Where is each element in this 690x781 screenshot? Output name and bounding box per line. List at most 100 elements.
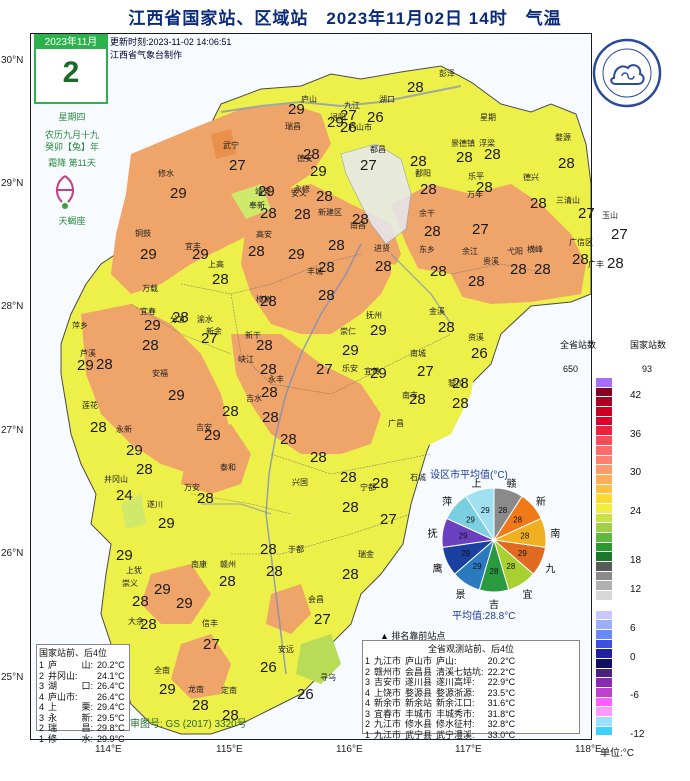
pie-mean: 平均值:28.8°C <box>452 611 516 622</box>
all-rank-cell: 新余市 <box>374 698 402 708</box>
all-rank-cell: 3 <box>365 677 371 687</box>
all-rank-cell: 上饶市 <box>374 687 402 698</box>
review-number: 审图号: GS (2017) 3320号 <box>130 719 247 730</box>
all-rank-cell: 新余江口: <box>436 698 475 708</box>
all-rank-cell: 遂川县 <box>405 677 433 687</box>
legend-color-cell <box>596 581 612 592</box>
national-rank-row: 1 修 水: 29.9°C <box>37 734 127 745</box>
legend-color-cell <box>596 426 612 437</box>
legend-color-cell <box>596 688 612 698</box>
national-rank-cell: 上 <box>48 702 58 712</box>
station-temperature: 29 <box>176 595 193 612</box>
legend-tick: -6 <box>630 690 639 702</box>
all-rank-row: 4 新余市 新余站 新余江口: 31.6°C <box>363 698 517 709</box>
all-rank-cell: 2 <box>365 719 371 729</box>
national-rank-cell: 2 <box>39 723 45 733</box>
county-label: 万安 <box>184 483 200 492</box>
national-rank-cell: 永 <box>48 712 58 723</box>
national-rank-cell <box>80 692 96 703</box>
station-temperature: 28 <box>294 206 311 223</box>
all-rank-box: 全省观测站前、后4位 1 九江市 庐山市 庐山: 20.2°C 2 赣州市 会昌县 清溪七姑坑:… <box>362 640 580 740</box>
all-rank-cell: 赣州市 <box>374 666 402 677</box>
station-temperature: 28 <box>256 337 273 354</box>
pie-value: 29 <box>461 549 470 558</box>
county-label: 大余 <box>128 617 144 626</box>
county-label: 井冈山 <box>104 475 128 484</box>
national-rank-cell: 29.8°C <box>97 723 125 733</box>
legend-color-cell <box>596 378 612 388</box>
all-rank-cell: 1 <box>365 656 371 666</box>
county-label: 彭泽 <box>439 69 455 78</box>
legend-color-cell <box>596 407 612 417</box>
legend-color-cell <box>596 503 612 514</box>
county-label: 新余 <box>206 327 222 336</box>
county-label: 永丰 <box>268 375 284 384</box>
pie-city-label: 景 <box>455 590 466 602</box>
county-label: 安义 <box>291 189 307 198</box>
all-rank-cell: 庐山: <box>436 656 457 666</box>
national-rank-row: 3 永 新: 29.5°C <box>37 713 127 724</box>
legend-color-cell <box>596 562 612 572</box>
station-temperature: 29 <box>204 427 221 444</box>
pie-value: 28 <box>506 562 515 571</box>
station-temperature: 28 <box>260 361 277 378</box>
pie-city-label: 抚 <box>427 529 438 541</box>
station-temperature: 29 <box>310 163 327 180</box>
legend-color-cell <box>596 436 612 446</box>
legend-color-cell <box>596 591 612 601</box>
station-temperature: 29 <box>370 322 387 339</box>
station-temperature: 28 <box>192 697 209 714</box>
all-rank-cell: 2 <box>365 666 371 677</box>
national-rank-row: 2 瑞 昌: 29.8°C <box>37 723 127 734</box>
county-label: 遂川 <box>147 500 163 509</box>
county-label: 横峰 <box>527 245 543 254</box>
national-rank-cell <box>80 671 96 682</box>
pie-city-label: 九 <box>545 563 556 575</box>
station-temperature: 28 <box>409 391 426 408</box>
weekday: 星期四 <box>58 112 86 122</box>
legend-tick: 18 <box>630 554 642 566</box>
all-rank-cell: 庐山市 <box>405 656 433 666</box>
county-label: 广昌 <box>388 419 404 428</box>
pie-value: 29 <box>481 506 490 515</box>
national-rank-cell: 4 <box>39 691 45 702</box>
pie-city-label: 赣 <box>506 478 517 490</box>
national-rank-cell: 1 <box>39 733 45 744</box>
county-label: 定南 <box>221 686 237 695</box>
county-label: 弋阳 <box>507 247 523 256</box>
all-rank-cell: 宜春市 <box>374 708 402 719</box>
legend-color-cell <box>596 629 612 640</box>
county-label: 宜春 <box>140 307 156 316</box>
county-label: 上犹 <box>126 566 142 575</box>
county-label: 万年 <box>467 190 483 199</box>
station-temperature: 29 <box>370 365 387 382</box>
county-label: 南康 <box>191 560 207 569</box>
station-temperature: 28 <box>452 395 469 412</box>
station-temperature: 28 <box>222 707 239 724</box>
station-temperature: 28 <box>456 149 473 166</box>
station-temperature: 29 <box>126 442 143 459</box>
national-rank-box: 国家站前、后4位 1 庐山: 20.2°C 2 井冈山: 24.1°C 3 湖口: 26.4°C… <box>36 644 130 744</box>
lat-label-29: 29°N <box>1 178 24 189</box>
county-label: 都昌 <box>370 145 386 154</box>
lat-label-30: 30°N <box>1 55 24 66</box>
county-label: 贵溪 <box>483 257 499 266</box>
all-rank-row: 3 吉安市 遂川县 遂川高坪: 22.9°C <box>363 677 517 688</box>
national-rank-cell: 4 <box>39 702 45 712</box>
pie-value: 28 <box>498 506 507 515</box>
lon-label-114: 114°E <box>95 744 122 755</box>
station-temperature: 27 <box>340 107 357 124</box>
station-temperature: 28 <box>260 293 277 310</box>
station-temperature: 28 <box>316 188 333 205</box>
station-temperature: 29 <box>159 681 176 698</box>
legend-national-label: 国家站数 <box>630 340 667 350</box>
station-temperature: 29 <box>158 515 175 532</box>
pie-city-label: 南 <box>550 529 561 541</box>
national-rank-cell: 26.4°C <box>97 691 125 702</box>
national-rank-cell: 3 <box>39 712 45 723</box>
county-label: 新干 <box>245 331 261 340</box>
legend-color-cell <box>596 620 612 630</box>
calendar-day: 2 <box>62 56 80 89</box>
rank-note: ▲ 排名靠前站点 <box>380 631 446 641</box>
legend-color-cell <box>596 668 612 679</box>
